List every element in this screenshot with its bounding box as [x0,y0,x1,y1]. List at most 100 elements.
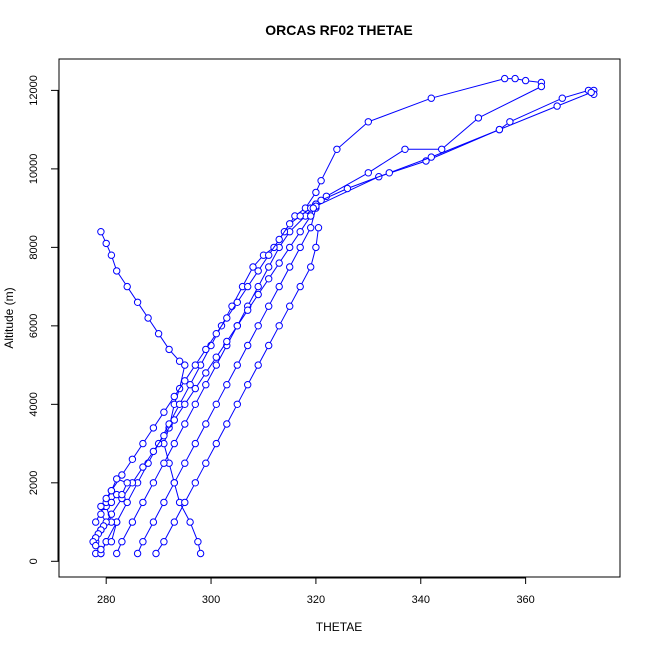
series-3-point-7 [181,420,189,428]
series-3-point-15 [265,263,273,271]
series-6-line [95,89,594,523]
series-2 [133,204,320,558]
series-4 [97,74,546,558]
series-1-point-0 [152,549,160,558]
series-4-point-23 [333,145,341,154]
series-0-point-1 [194,538,202,546]
series-6-point-16 [254,267,262,275]
series-2-point-6 [191,439,200,448]
series-1-point-15 [307,263,315,271]
series-5-point-20 [296,228,304,236]
series-3-point-10 [212,361,221,369]
series-8-point-4 [427,153,435,161]
series-3-point-14 [254,282,262,291]
series-5-point-9 [181,400,189,408]
series-6-point-8 [170,392,179,401]
series-1-point-5 [202,459,210,467]
series-7 [89,475,131,558]
x-tick-label-3: 340 [412,594,430,606]
series-8-point-5 [385,169,393,177]
series-2-point-0 [133,549,142,558]
series-2-point-2 [149,518,158,526]
series-0-point-12 [165,345,173,354]
x-tick-label-0: 280 [97,594,115,606]
series-5-point-17 [265,275,273,283]
y-tick-label-1: 2000 [28,471,40,495]
series-4-line [100,78,542,554]
series-5-point-14 [233,322,242,330]
series-4-point-9 [186,381,194,389]
series-1-point-13 [286,302,294,310]
series-4-point-26 [501,74,509,83]
series-7-point-23 [92,541,100,550]
series-5-point-6 [149,447,158,456]
series-6-point-27 [558,94,566,102]
series-1-point-2 [170,518,179,526]
series-2-point-10 [233,361,242,369]
series-8-point-6 [343,184,352,193]
series-8-point-10 [309,204,317,212]
series-0-point-0 [196,549,205,558]
series-4-point-24 [364,118,372,126]
series-7-point-11 [118,490,126,499]
x-axis: 280 300 320 340 360 [97,577,535,606]
series-7-point-12 [123,479,131,487]
series-1-point-7 [223,420,231,428]
series-5-point-27 [474,114,483,122]
series-2-point-3 [160,498,168,507]
series-7-point-7 [97,502,105,511]
series-1-point-8 [233,400,242,408]
series-1-point-11 [265,341,273,350]
x-tick-label-2: 320 [307,594,325,606]
series-4-point-3 [123,498,131,507]
series-0-point-15 [133,298,142,306]
plot-area-frame [58,58,621,578]
series-0-point-18 [107,251,116,259]
series-2-point-15 [286,263,294,271]
series-5-point-12 [212,353,221,361]
series-5-point-11 [202,369,210,377]
series-0-point-11 [175,357,184,365]
series-5-line [95,86,542,542]
y-axis: 0 2000 4000 6000 8000 10000 12000 [28,75,59,564]
series-6-point-7 [160,408,168,416]
series-1 [152,224,323,558]
series-2-point-11 [244,341,252,350]
series-6-point-14 [233,298,242,306]
series-6-point-18 [275,235,283,244]
series-2-point-7 [202,420,210,428]
series-3-point-9 [202,381,210,389]
series-3-point-4 [149,479,158,487]
series-2-point-14 [275,282,283,291]
series-8 [309,88,598,212]
x-tick-label-4: 360 [516,594,534,606]
x-axis-label: THETAE [316,620,362,634]
series-5-point-15 [244,306,252,314]
series-5-point-16 [254,290,262,299]
series-6-point-20 [296,212,304,220]
series-5-point-7 [160,432,168,440]
y-tick-label-2: 4000 [28,392,40,416]
series-6-point-4 [128,455,137,463]
series-7-point-15 [102,494,110,503]
series-2-point-12 [254,322,262,330]
chart-title: ORCAS RF02 THETAE [265,22,413,38]
series-3-point-2 [128,518,137,526]
series-layer [89,74,598,558]
x-tick-label-1: 300 [202,594,220,606]
series-1-point-6 [212,439,221,448]
series-5-point-18 [275,259,283,267]
series-6-point-9 [181,377,189,385]
series-1-point-17 [314,224,323,232]
series-6-point-15 [244,282,252,291]
series-1-point-3 [181,498,189,507]
series-6-point-12 [212,330,221,338]
series-1-point-4 [191,479,200,487]
series-0-point-16 [123,282,131,291]
series-8-point-3 [495,125,504,134]
series-6-point-3 [118,471,126,479]
series-0-point-10 [181,361,189,369]
y-tick-label-3: 6000 [28,314,40,338]
series-1-point-12 [275,322,283,330]
